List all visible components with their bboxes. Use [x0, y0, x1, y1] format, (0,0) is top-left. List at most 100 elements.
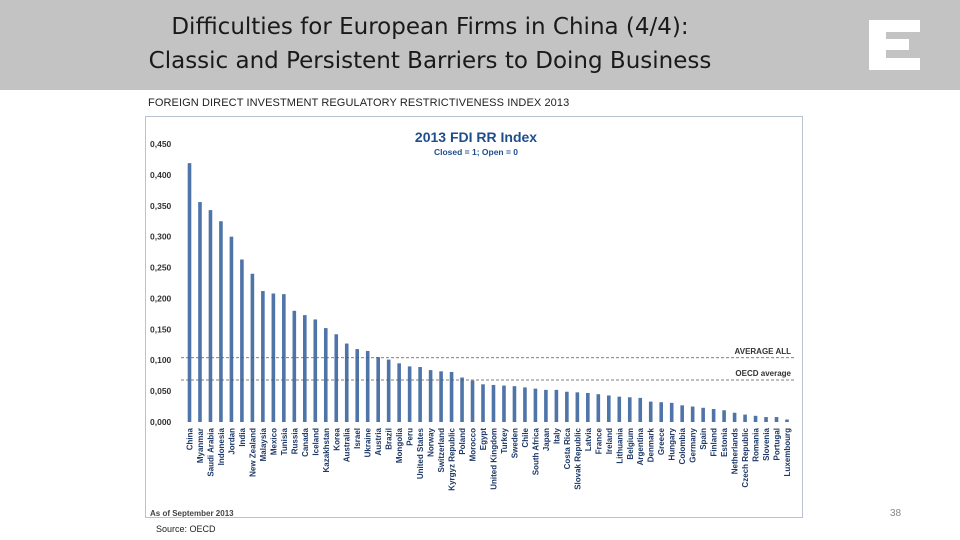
category-label: South Africa: [531, 427, 540, 475]
bar: [418, 367, 422, 422]
bar: [554, 389, 559, 422]
slide-title-line2: Classic and Persistent Barriers to Doing…: [148, 48, 712, 74]
category-label: France: [594, 427, 603, 454]
y-tick-label: 0,400: [150, 170, 172, 180]
category-label: Kazakhstan: [322, 428, 331, 473]
category-label: Russia: [290, 427, 299, 454]
bar: [407, 366, 412, 422]
y-tick-label: 0,050: [150, 386, 172, 396]
y-tick-label: 0,000: [150, 417, 172, 427]
bar: [355, 349, 360, 422]
bar: [565, 391, 569, 422]
bar: [219, 221, 223, 422]
bar: [397, 363, 401, 422]
category-label: Brazil: [385, 428, 394, 450]
category-label: Mongolia: [395, 427, 404, 463]
bar: [669, 402, 674, 422]
bar: [701, 407, 705, 422]
bar: [627, 397, 632, 422]
bar: [785, 419, 789, 422]
category-label: Kyrgyz Republic: [448, 427, 457, 490]
category-label: Slovenia: [762, 427, 771, 460]
bar: [187, 163, 192, 422]
chart-frame: 2013 FDI RR Index Closed = 1; Open = 0 0,0…: [145, 116, 803, 518]
bar: [261, 291, 265, 422]
category-label: Italy: [552, 427, 561, 444]
y-tick-label: 0,150: [150, 324, 172, 334]
y-tick-label: 0,450: [150, 139, 172, 149]
bar: [208, 210, 213, 422]
page-number: 38: [890, 508, 902, 519]
category-label: Jordan: [227, 428, 236, 455]
bar: [596, 394, 601, 422]
bar: [732, 412, 737, 422]
category-label: Ireland: [605, 428, 614, 454]
category-label: India: [238, 427, 247, 446]
bar: [240, 259, 244, 422]
category-label: Chile: [521, 427, 530, 447]
bar: [606, 395, 611, 422]
category-label: New Zealand: [248, 428, 257, 477]
category-label: Malaysia: [259, 427, 268, 461]
bar: [743, 414, 747, 422]
bar: [659, 402, 664, 422]
category-label: Slovak Republic: [573, 427, 582, 489]
category-label: Japan: [542, 428, 551, 451]
bar: [428, 370, 433, 422]
category-label: Korea: [332, 427, 341, 450]
category-label: China: [186, 427, 195, 450]
chart-caption: FOREIGN DIRECT INVESTMENT REGULATORY RES…: [148, 97, 570, 109]
bar: [292, 310, 297, 422]
bar: [711, 409, 716, 422]
category-label: Estonia: [720, 427, 729, 456]
category-label: Myanmar: [196, 428, 205, 463]
category-label: Luxembourg: [783, 428, 792, 477]
category-label: Israel: [353, 428, 362, 449]
category-label: Greece: [657, 427, 666, 455]
category-label: United States: [416, 427, 425, 479]
header-band: [0, 0, 960, 90]
category-label: Ukraine: [364, 427, 373, 457]
bar: [198, 202, 202, 422]
category-label: Peru: [406, 428, 415, 446]
slide-title-line1: Difficulties for European Firms in China…: [171, 14, 689, 40]
bar: [544, 389, 548, 422]
category-label: Tunisia: [280, 427, 289, 455]
bar: [344, 343, 349, 422]
reference-line-label: OECD average: [735, 369, 791, 378]
category-label: Morocco: [469, 428, 478, 461]
bar: [523, 387, 527, 422]
bar: [439, 371, 443, 422]
bar: [303, 315, 307, 422]
bar: [491, 384, 496, 422]
category-label: Canada: [301, 427, 310, 456]
category-label: Egypt: [479, 428, 488, 451]
bar: [638, 397, 643, 422]
chart-title: 2013 FDI RR Index: [415, 129, 537, 145]
category-label: Colombia: [678, 427, 687, 464]
bar: [680, 405, 684, 422]
y-tick-label: 0,200: [150, 293, 172, 303]
bar: [512, 386, 517, 422]
bar: [690, 406, 695, 422]
bar: [617, 396, 622, 422]
category-label: Belgium: [626, 428, 635, 460]
bar: [376, 357, 380, 422]
bar: [774, 417, 779, 422]
y-tick-label: 0,350: [150, 201, 172, 211]
category-label: Lithuania: [615, 427, 624, 463]
category-label: Saudi Arabia: [206, 427, 215, 476]
source-note: Source: OECD: [156, 524, 216, 534]
category-label: Australia: [343, 427, 352, 462]
bar: [313, 319, 318, 422]
bar: [460, 377, 464, 422]
letter-e-logo-icon: [869, 20, 920, 70]
bar: [722, 410, 726, 422]
reference-line-label: AVERAGE ALL: [735, 347, 792, 356]
fdi-bar-chart: 2013 FDI RR Index Closed = 1; Open = 0 0,0…: [150, 129, 794, 517]
category-label: Netherlands: [731, 427, 740, 474]
bar: [481, 384, 485, 422]
chart-subtitle: Closed = 1; Open = 0: [434, 147, 518, 157]
category-label: Poland: [458, 428, 467, 455]
category-label: Romania: [752, 427, 761, 461]
